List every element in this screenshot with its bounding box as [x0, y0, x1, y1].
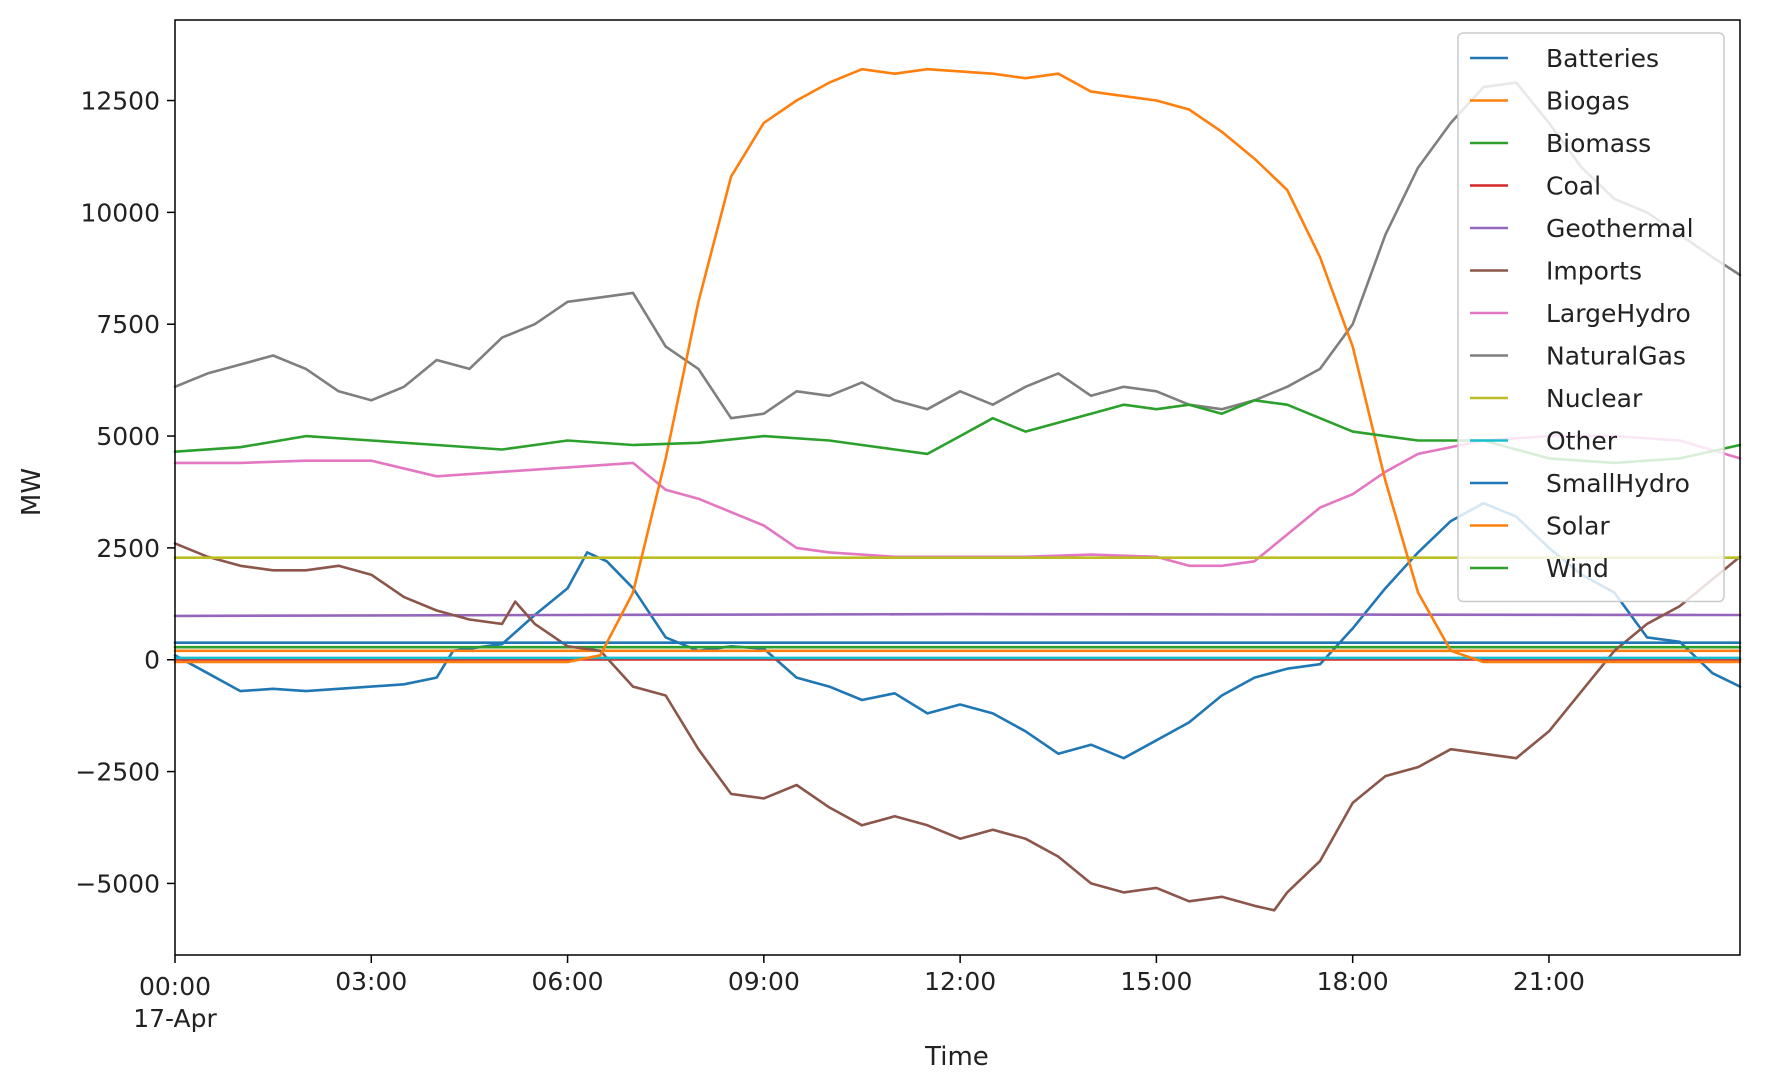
legend-entry-label: LargeHydro [1546, 299, 1691, 328]
x-tick-label: 21:00 [1513, 967, 1585, 996]
y-axis: −5000 −2500 0 2500 5000 7500 10000 12500 [75, 87, 175, 898]
x-axis: 00:00 17-Apr 03:00 06:00 09:00 12:00 15:00 18:0… [133, 955, 1585, 1033]
y-tick-label: 5000 [96, 422, 160, 451]
legend-box [1457, 32, 1725, 603]
legend: Batteries Biogas Biomass Coal Geothermal Impo… [1457, 32, 1725, 603]
legend-entry-label: Biogas [1546, 87, 1630, 116]
series-line-wind [173, 399, 1742, 465]
y-tick-label: 7500 [96, 310, 160, 339]
x-axis-label: Time [924, 1042, 989, 1072]
y-tick-label: −2500 [75, 758, 160, 787]
x-tick-label: 09:00 [728, 967, 800, 996]
series-line-geothermal [173, 612, 1742, 618]
y-tick-label: 10000 [80, 198, 160, 227]
x-tick-label: 12:00 [924, 967, 996, 996]
plot-frame [174, 19, 1741, 956]
x-tick-label: 06:00 [532, 967, 604, 996]
legend-entry-label: Geothermal [1546, 214, 1694, 243]
series-line-imports [173, 542, 1742, 912]
legend-entry-label: Other [1546, 427, 1618, 456]
y-tick-label: 2500 [96, 534, 160, 563]
y-tick-label: 0 [144, 646, 160, 675]
legend-entry-label: NaturalGas [1546, 342, 1686, 371]
y-tick-label: 12500 [80, 87, 160, 116]
x-tick-sublabel: 17-Apr [133, 1004, 217, 1033]
legend-entry-label: Solar [1546, 512, 1610, 541]
x-tick-label: 03:00 [335, 967, 407, 996]
series-line-solar [173, 67, 1742, 664]
legend-entry-label: SmallHydro [1546, 469, 1690, 498]
legend-entry-label: Wind [1546, 554, 1609, 583]
y-axis-label: MW [17, 468, 47, 516]
x-tick-label: 18:00 [1317, 967, 1389, 996]
x-tick-label: 00:00 [139, 972, 211, 1001]
legend-entry-label: Coal [1546, 172, 1601, 201]
legend-entry-label: Biomass [1546, 129, 1651, 158]
series-layer [173, 67, 1742, 912]
x-tick-label: 15:00 [1120, 967, 1192, 996]
legend-entry-label: Batteries [1546, 44, 1659, 73]
legend-entry-label: Imports [1546, 257, 1642, 286]
y-tick-label: −5000 [75, 869, 160, 898]
legend-entry-label: Nuclear [1546, 384, 1643, 413]
